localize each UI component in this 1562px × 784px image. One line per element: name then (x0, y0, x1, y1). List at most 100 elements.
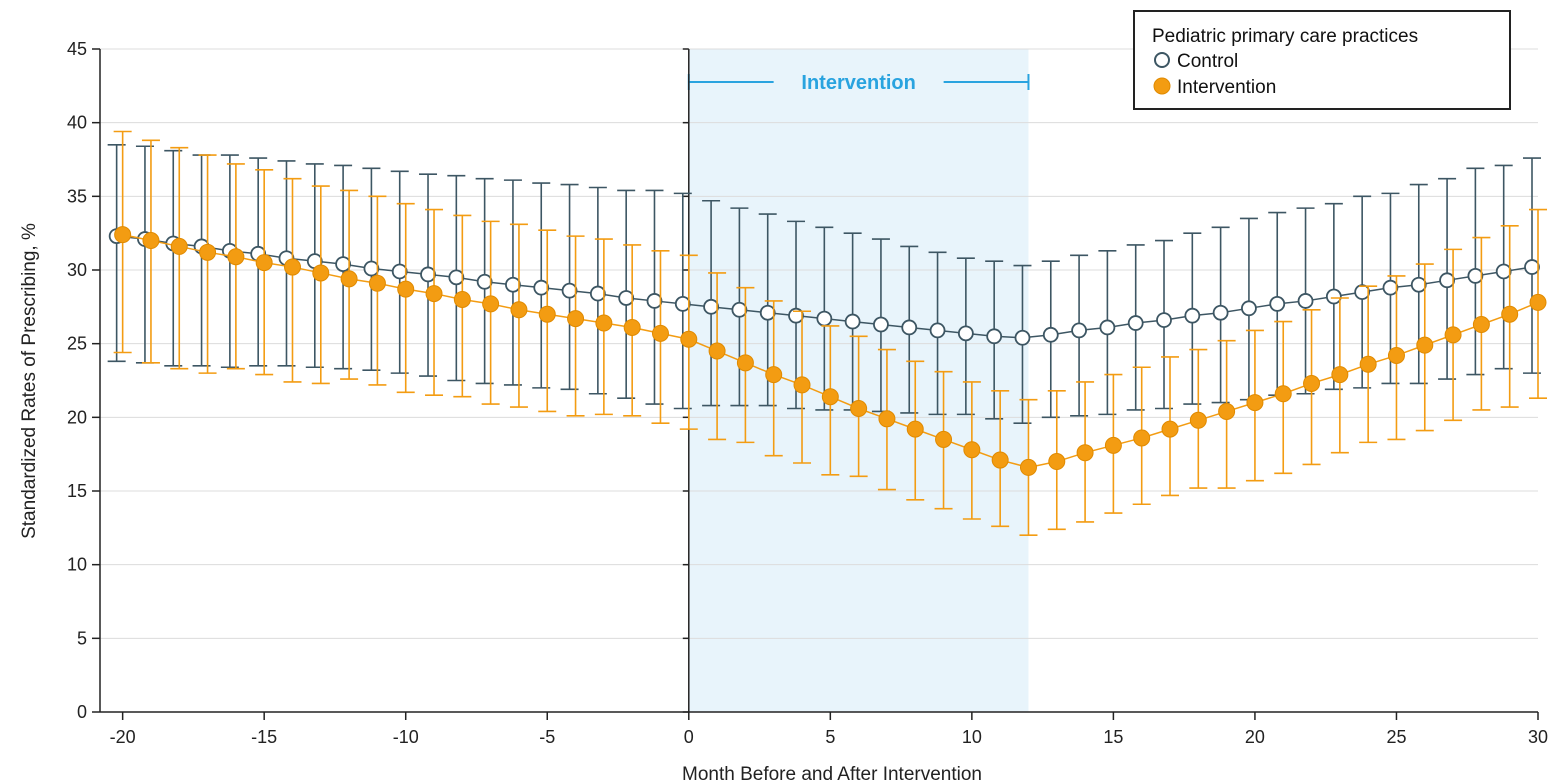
data-point (1325, 288, 1342, 305)
data-point (1529, 293, 1547, 311)
data-point (703, 298, 719, 315)
data-point (1076, 444, 1094, 462)
data-point (1161, 420, 1179, 438)
data-point (991, 451, 1009, 469)
data-point (1359, 355, 1377, 373)
y-tick-label: 25 (67, 334, 87, 354)
data-point (1410, 276, 1427, 293)
data-point (708, 342, 726, 360)
data-point (397, 280, 415, 298)
data-point (1133, 429, 1151, 447)
data-point (1156, 312, 1172, 328)
data-point (1444, 326, 1462, 344)
data-point (425, 285, 443, 303)
data-point (142, 232, 160, 250)
x-tick-label: 0 (684, 727, 694, 747)
y-tick-label: 35 (67, 186, 87, 206)
data-point (368, 274, 386, 292)
data-point (567, 310, 585, 328)
y-tick-label: 45 (67, 39, 87, 59)
x-tick-label: -10 (393, 727, 419, 747)
data-point (1331, 366, 1349, 384)
data-point (878, 410, 896, 428)
legend-label-intervention: Intervention (1177, 77, 1276, 98)
data-point (1099, 319, 1116, 336)
data-point (623, 318, 641, 336)
data-point (363, 260, 380, 277)
x-axis-title: Month Before and After Intervention (682, 764, 982, 784)
data-point (680, 330, 698, 348)
data-point (1472, 316, 1490, 334)
legend-label-control: Control (1177, 51, 1238, 72)
data-point (420, 266, 436, 283)
data-point (312, 264, 330, 282)
data-point (1354, 284, 1371, 301)
data-point (1189, 411, 1207, 429)
data-point (906, 420, 924, 438)
data-point (1495, 263, 1512, 280)
data-point (1297, 293, 1314, 309)
data-point (963, 441, 981, 459)
data-point (561, 282, 578, 299)
data-point (901, 319, 918, 336)
data-point (255, 254, 273, 272)
data-point (170, 237, 188, 255)
data-point (736, 354, 754, 372)
data-point (1439, 272, 1455, 289)
x-tick-label: 30 (1528, 727, 1548, 747)
legend-title: Pediatric primary care practices (1152, 26, 1418, 47)
data-point (651, 324, 669, 342)
data-point (476, 273, 493, 290)
data-point (533, 279, 550, 296)
data-point (1387, 346, 1405, 364)
data-point (1042, 326, 1059, 343)
y-tick-label: 30 (67, 260, 87, 280)
data-point (391, 263, 408, 280)
data-point (1303, 374, 1321, 392)
data-point (1014, 329, 1031, 346)
data-point (1184, 307, 1201, 324)
data-point (844, 313, 861, 330)
data-point (1218, 402, 1236, 420)
x-tick-label: 25 (1386, 727, 1406, 747)
x-tick-label: 15 (1103, 727, 1123, 747)
data-point (538, 305, 556, 323)
x-tick-label: 10 (962, 727, 982, 747)
data-point (505, 276, 521, 293)
x-tick-label: -15 (251, 727, 277, 747)
data-point (448, 269, 465, 286)
data-point (929, 322, 946, 339)
data-point (646, 293, 663, 309)
data-point (1467, 267, 1484, 284)
data-point (1048, 453, 1066, 471)
data-point (935, 430, 953, 448)
y-axis-title: Standardized Rates of Prescribing, % (19, 223, 40, 539)
data-point (199, 243, 217, 261)
data-point (1274, 385, 1292, 403)
data-point (788, 307, 804, 324)
data-point (765, 366, 783, 384)
data-point (227, 248, 245, 266)
y-tick-label: 10 (67, 555, 87, 575)
legend: Pediatric primary care practices Control… (1133, 10, 1511, 110)
data-point (618, 290, 635, 306)
data-point (114, 226, 132, 244)
data-point (850, 399, 868, 417)
y-tick-label: 40 (67, 113, 87, 133)
legend-marker-intervention (1153, 77, 1171, 95)
data-point (1127, 315, 1144, 331)
legend-marker-control (1154, 52, 1170, 68)
data-point (589, 285, 606, 302)
data-point (1524, 259, 1540, 275)
data-point (1246, 394, 1264, 412)
data-point (1416, 336, 1434, 354)
data-point (759, 304, 776, 321)
data-point (731, 301, 748, 318)
data-point (283, 258, 301, 276)
data-point (816, 310, 833, 327)
data-point (1241, 300, 1257, 317)
y-tick-label: 15 (67, 481, 87, 501)
data-point (335, 256, 352, 273)
data-point (674, 295, 691, 312)
data-point (1019, 458, 1037, 476)
